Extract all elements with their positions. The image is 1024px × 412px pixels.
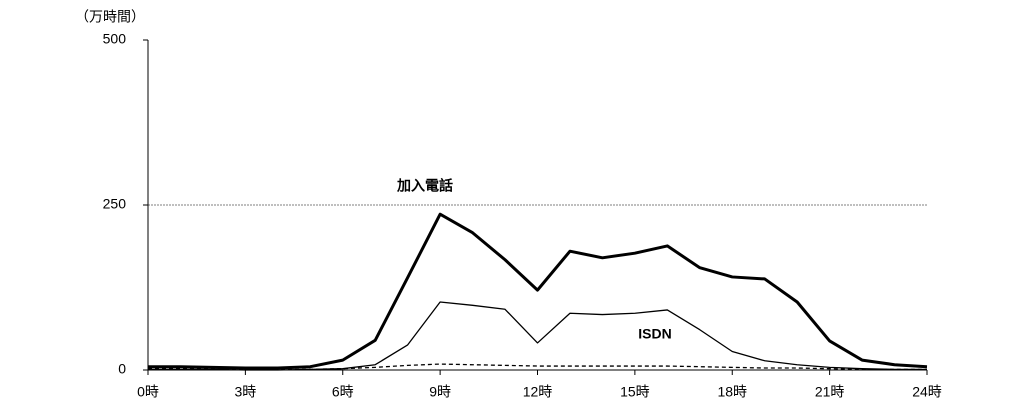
x-tick-label: 0時 bbox=[137, 384, 159, 400]
x-tick-label: 9時 bbox=[429, 384, 451, 400]
series-line bbox=[148, 363, 927, 370]
x-tick-label: 21時 bbox=[815, 384, 845, 400]
x-tick-label: 3時 bbox=[234, 384, 256, 400]
x-tick-label: 24時 bbox=[912, 384, 942, 400]
series-label: ISDN bbox=[638, 326, 671, 342]
y-axis-label: （万時間） bbox=[75, 9, 145, 25]
series-line bbox=[148, 301, 927, 371]
y-tick-label: 250 bbox=[103, 196, 127, 212]
x-tick-label: 18時 bbox=[717, 384, 747, 400]
series-label: 加入電話 bbox=[396, 178, 453, 194]
y-tick-label: 0 bbox=[118, 361, 126, 377]
x-tick-label: 6時 bbox=[332, 384, 354, 400]
x-tick-label: 12時 bbox=[523, 384, 553, 400]
series-line bbox=[148, 212, 928, 370]
x-tick-label: 15時 bbox=[620, 384, 650, 400]
y-tick-label: 500 bbox=[103, 31, 127, 47]
